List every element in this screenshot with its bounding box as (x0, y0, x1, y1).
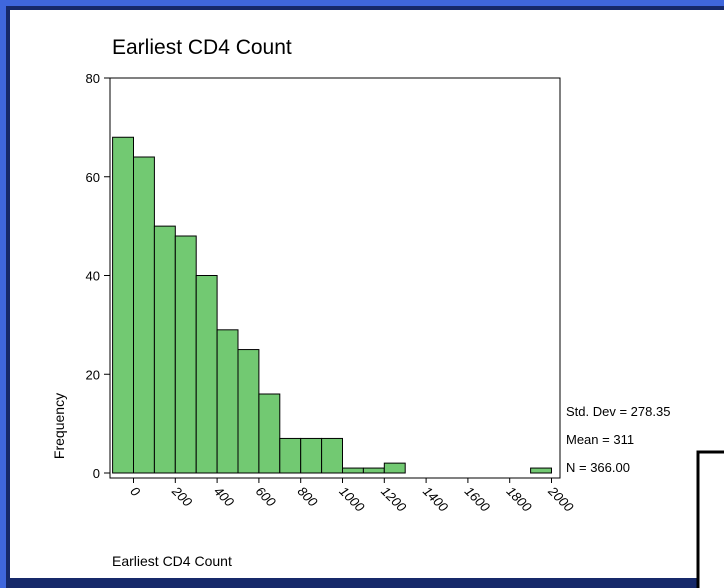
histogram-bar (362, 467, 385, 474)
histogram-bar (530, 467, 552, 474)
y-tick-label: 0 (93, 466, 100, 481)
histogram-bar (174, 235, 197, 474)
histogram-bar (153, 225, 176, 474)
histogram-bar (195, 275, 218, 474)
histogram-bar (279, 437, 302, 474)
bars-group (112, 136, 552, 474)
stat-mean: Mean = 311 (566, 432, 634, 447)
y-tick-label: 20 (86, 367, 100, 382)
y-tick-label: 60 (86, 170, 100, 185)
histogram-bar (216, 329, 239, 474)
plot-frame (109, 77, 561, 479)
histogram-bar (383, 462, 406, 474)
histogram-bar (321, 437, 344, 474)
histogram-bar (112, 136, 134, 474)
stat-n: N = 366.00 (566, 460, 630, 475)
x-axis-label: Earliest CD4 Count (112, 553, 232, 569)
histogram-bar (342, 467, 364, 474)
y-ticks-group: 0 20 40 60 80 (86, 71, 110, 481)
histogram-bar (300, 437, 323, 474)
stat-std-dev: Std. Dev = 278.35 (566, 404, 670, 419)
y-tick-label: 40 (86, 269, 100, 284)
y-axis-label: Frequency (51, 393, 67, 459)
decorative-box (696, 450, 724, 588)
histogram-bar (133, 156, 155, 474)
y-tick-label: 80 (86, 71, 100, 86)
histogram-bar (258, 393, 281, 474)
histogram-bar (237, 349, 260, 474)
chart-title: Earliest CD4 Count (112, 36, 292, 59)
